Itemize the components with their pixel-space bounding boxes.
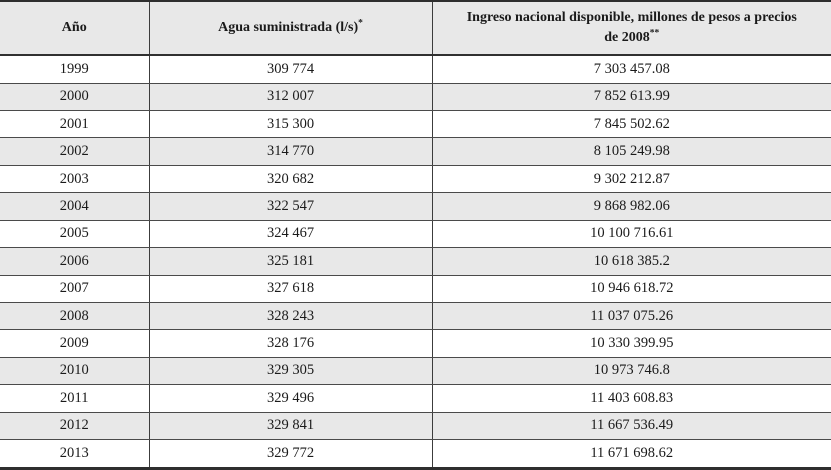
column-header-ingreso: Ingreso nacional disponible, millones de… (431, 1, 831, 56)
cell-agua: 327 618 (148, 275, 432, 303)
header-agua-label: Agua suministrada (l/s) (218, 19, 359, 35)
table-row: 2013 329 772 11 671 698.62 (0, 439, 831, 470)
cell-agua: 329 496 (148, 384, 432, 413)
cell-agua: 324 467 (148, 220, 432, 249)
cell-ingreso: 9 302 212.87 (431, 165, 831, 194)
cell-year: 2011 (0, 384, 149, 413)
table-row: 2011 329 496 11 403 608.83 (0, 384, 831, 413)
header-ano-label: Año (61, 19, 87, 35)
column-header-ano: Año (0, 1, 149, 56)
cell-year: 2013 (0, 439, 149, 470)
cell-agua: 320 682 (148, 165, 432, 194)
cell-agua: 329 305 (148, 357, 432, 386)
table-row: 2007 327 618 10 946 618.72 (0, 275, 831, 303)
cell-year: 1999 (0, 55, 149, 84)
table-row: 2000 312 007 7 852 613.99 (0, 83, 831, 112)
header-ingreso-line2: de 2008** (433, 28, 831, 48)
cell-year: 2010 (0, 357, 149, 386)
cell-ingreso: 11 671 698.62 (431, 439, 831, 470)
cell-ingreso: 10 330 399.95 (431, 329, 831, 358)
table-row: 1999 309 774 7 303 457.08 (0, 55, 831, 84)
cell-agua: 325 181 (148, 247, 432, 276)
cell-year: 2003 (0, 165, 149, 194)
cell-year: 2005 (0, 220, 149, 249)
cell-ingreso: 11 403 608.83 (431, 384, 831, 413)
cell-year: 2000 (0, 83, 149, 112)
header-agua-footnote-mark: * (358, 18, 363, 29)
cell-agua: 314 770 (148, 137, 432, 166)
cell-ingreso: 9 868 982.06 (431, 192, 831, 221)
cell-year: 2009 (0, 329, 149, 358)
cell-agua: 309 774 (148, 55, 432, 84)
table-row: 2002 314 770 8 105 249.98 (0, 137, 831, 166)
table-row: 2008 328 243 11 037 075.26 (0, 302, 831, 331)
table-row: 2004 322 547 9 868 982.06 (0, 192, 831, 221)
table-row: 2009 328 176 10 330 399.95 (0, 329, 831, 358)
cell-ingreso: 10 946 618.72 (431, 275, 831, 303)
cell-agua: 312 007 (148, 83, 432, 112)
cell-year: 2004 (0, 192, 149, 221)
table-row: 2010 329 305 10 973 746.8 (0, 357, 831, 386)
table-row: 2012 329 841 11 667 536.49 (0, 412, 831, 440)
table-row: 2005 324 467 10 100 716.61 (0, 220, 831, 249)
column-header-agua: Agua suministrada (l/s)* (148, 1, 432, 56)
cell-ingreso: 7 303 457.08 (431, 55, 831, 84)
cell-ingreso: 10 100 716.61 (431, 220, 831, 249)
header-ingreso-line1: Ingreso nacional disponible, millones de… (466, 9, 797, 25)
cell-ingreso: 10 973 746.8 (431, 357, 831, 386)
cell-agua: 329 841 (148, 412, 432, 440)
cell-year: 2012 (0, 412, 149, 440)
table-row: 2001 315 300 7 845 502.62 (0, 110, 831, 139)
cell-year: 2002 (0, 137, 149, 166)
header-ingreso-footnote-mark: ** (649, 28, 660, 39)
cell-agua: 315 300 (148, 110, 432, 139)
cell-agua: 329 772 (148, 439, 432, 470)
cell-agua: 328 243 (148, 302, 432, 331)
cell-agua: 328 176 (148, 329, 432, 358)
cell-year: 2006 (0, 247, 149, 276)
header-row: Año Agua suministrada (l/s)* Ingreso nac… (0, 1, 831, 56)
cell-ingreso: 11 667 536.49 (431, 412, 831, 440)
cell-ingreso: 8 105 249.98 (431, 137, 831, 166)
table-header: Año Agua suministrada (l/s)* Ingreso nac… (0, 1, 831, 56)
table-row: 2006 325 181 10 618 385.2 (0, 247, 831, 276)
cell-year: 2008 (0, 302, 149, 331)
cell-ingreso: 7 852 613.99 (431, 83, 831, 112)
cell-ingreso: 10 618 385.2 (431, 247, 831, 276)
cell-ingreso: 11 037 075.26 (431, 302, 831, 331)
cell-year: 2007 (0, 275, 149, 303)
cell-year: 2001 (0, 110, 149, 139)
cell-ingreso: 7 845 502.62 (431, 110, 831, 139)
header-ingreso-line2-text: de 2008 (604, 30, 650, 45)
table-body: 1999 309 774 7 303 457.08 2000 312 007 7… (0, 55, 831, 470)
table-row: 2003 320 682 9 302 212.87 (0, 165, 831, 194)
cell-agua: 322 547 (148, 192, 432, 221)
